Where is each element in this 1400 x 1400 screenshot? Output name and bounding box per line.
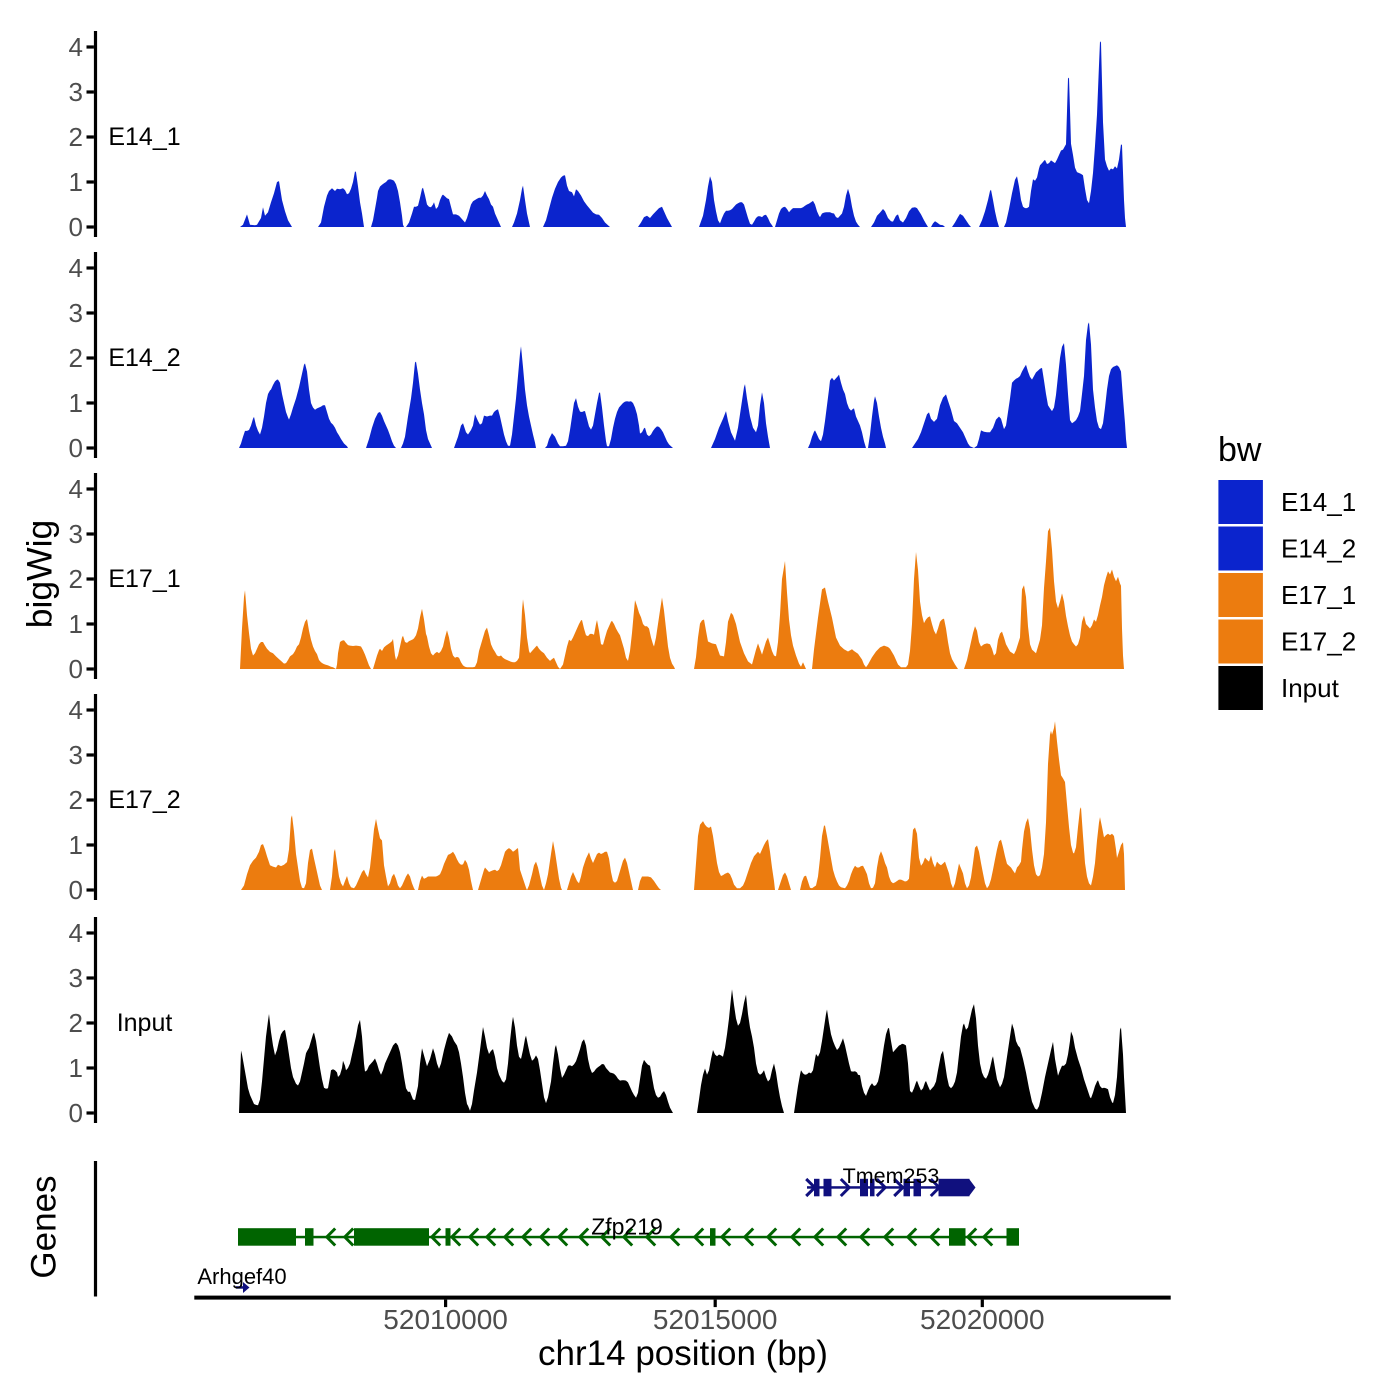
svg-text:Genes: Genes [25,1175,64,1278]
svg-text:E17_1: E17_1 [108,565,180,593]
svg-text:1: 1 [69,167,83,197]
svg-text:0: 0 [69,212,83,242]
svg-text:3: 3 [69,519,83,549]
svg-text:2: 2 [69,122,83,152]
svg-text:3: 3 [69,298,83,328]
svg-text:0: 0 [69,654,83,684]
svg-text:Input: Input [1281,673,1340,703]
svg-text:2: 2 [69,343,83,373]
svg-text:4: 4 [69,918,83,948]
svg-text:E14_2: E14_2 [108,344,180,372]
svg-text:E14_2: E14_2 [1281,534,1356,564]
svg-text:0: 0 [69,875,83,905]
svg-text:bw: bw [1218,431,1262,469]
svg-text:1: 1 [69,388,83,418]
svg-text:2: 2 [69,1008,83,1038]
svg-text:4: 4 [69,253,83,283]
svg-text:E14_1: E14_1 [1281,487,1356,517]
svg-text:4: 4 [69,32,83,62]
svg-text:52020000: 52020000 [920,1304,1045,1335]
svg-text:52010000: 52010000 [383,1304,508,1335]
svg-text:2: 2 [69,785,83,815]
svg-text:1: 1 [69,1053,83,1083]
svg-text:3: 3 [69,77,83,107]
svg-text:E14_1: E14_1 [108,123,180,151]
svg-text:E17_2: E17_2 [1281,627,1356,657]
svg-text:0: 0 [69,1098,83,1128]
svg-text:E17_1: E17_1 [1281,580,1356,610]
svg-text:E17_2: E17_2 [108,786,180,814]
svg-text:3: 3 [69,740,83,770]
svg-text:chr14 position (bp): chr14 position (bp) [538,1334,828,1373]
svg-text:1: 1 [69,609,83,639]
svg-text:bigWig: bigWig [20,520,60,629]
svg-text:0: 0 [69,433,83,463]
svg-text:Input: Input [117,1009,173,1037]
svg-text:2: 2 [69,564,83,594]
svg-text:52015000: 52015000 [653,1304,778,1335]
svg-text:Zfp219: Zfp219 [591,1214,663,1240]
svg-text:4: 4 [69,474,83,504]
svg-text:Arhgef40: Arhgef40 [197,1264,286,1289]
svg-text:3: 3 [69,963,83,993]
svg-text:4: 4 [69,695,83,725]
svg-text:1: 1 [69,830,83,860]
svg-text:Tmem253: Tmem253 [843,1164,940,1188]
